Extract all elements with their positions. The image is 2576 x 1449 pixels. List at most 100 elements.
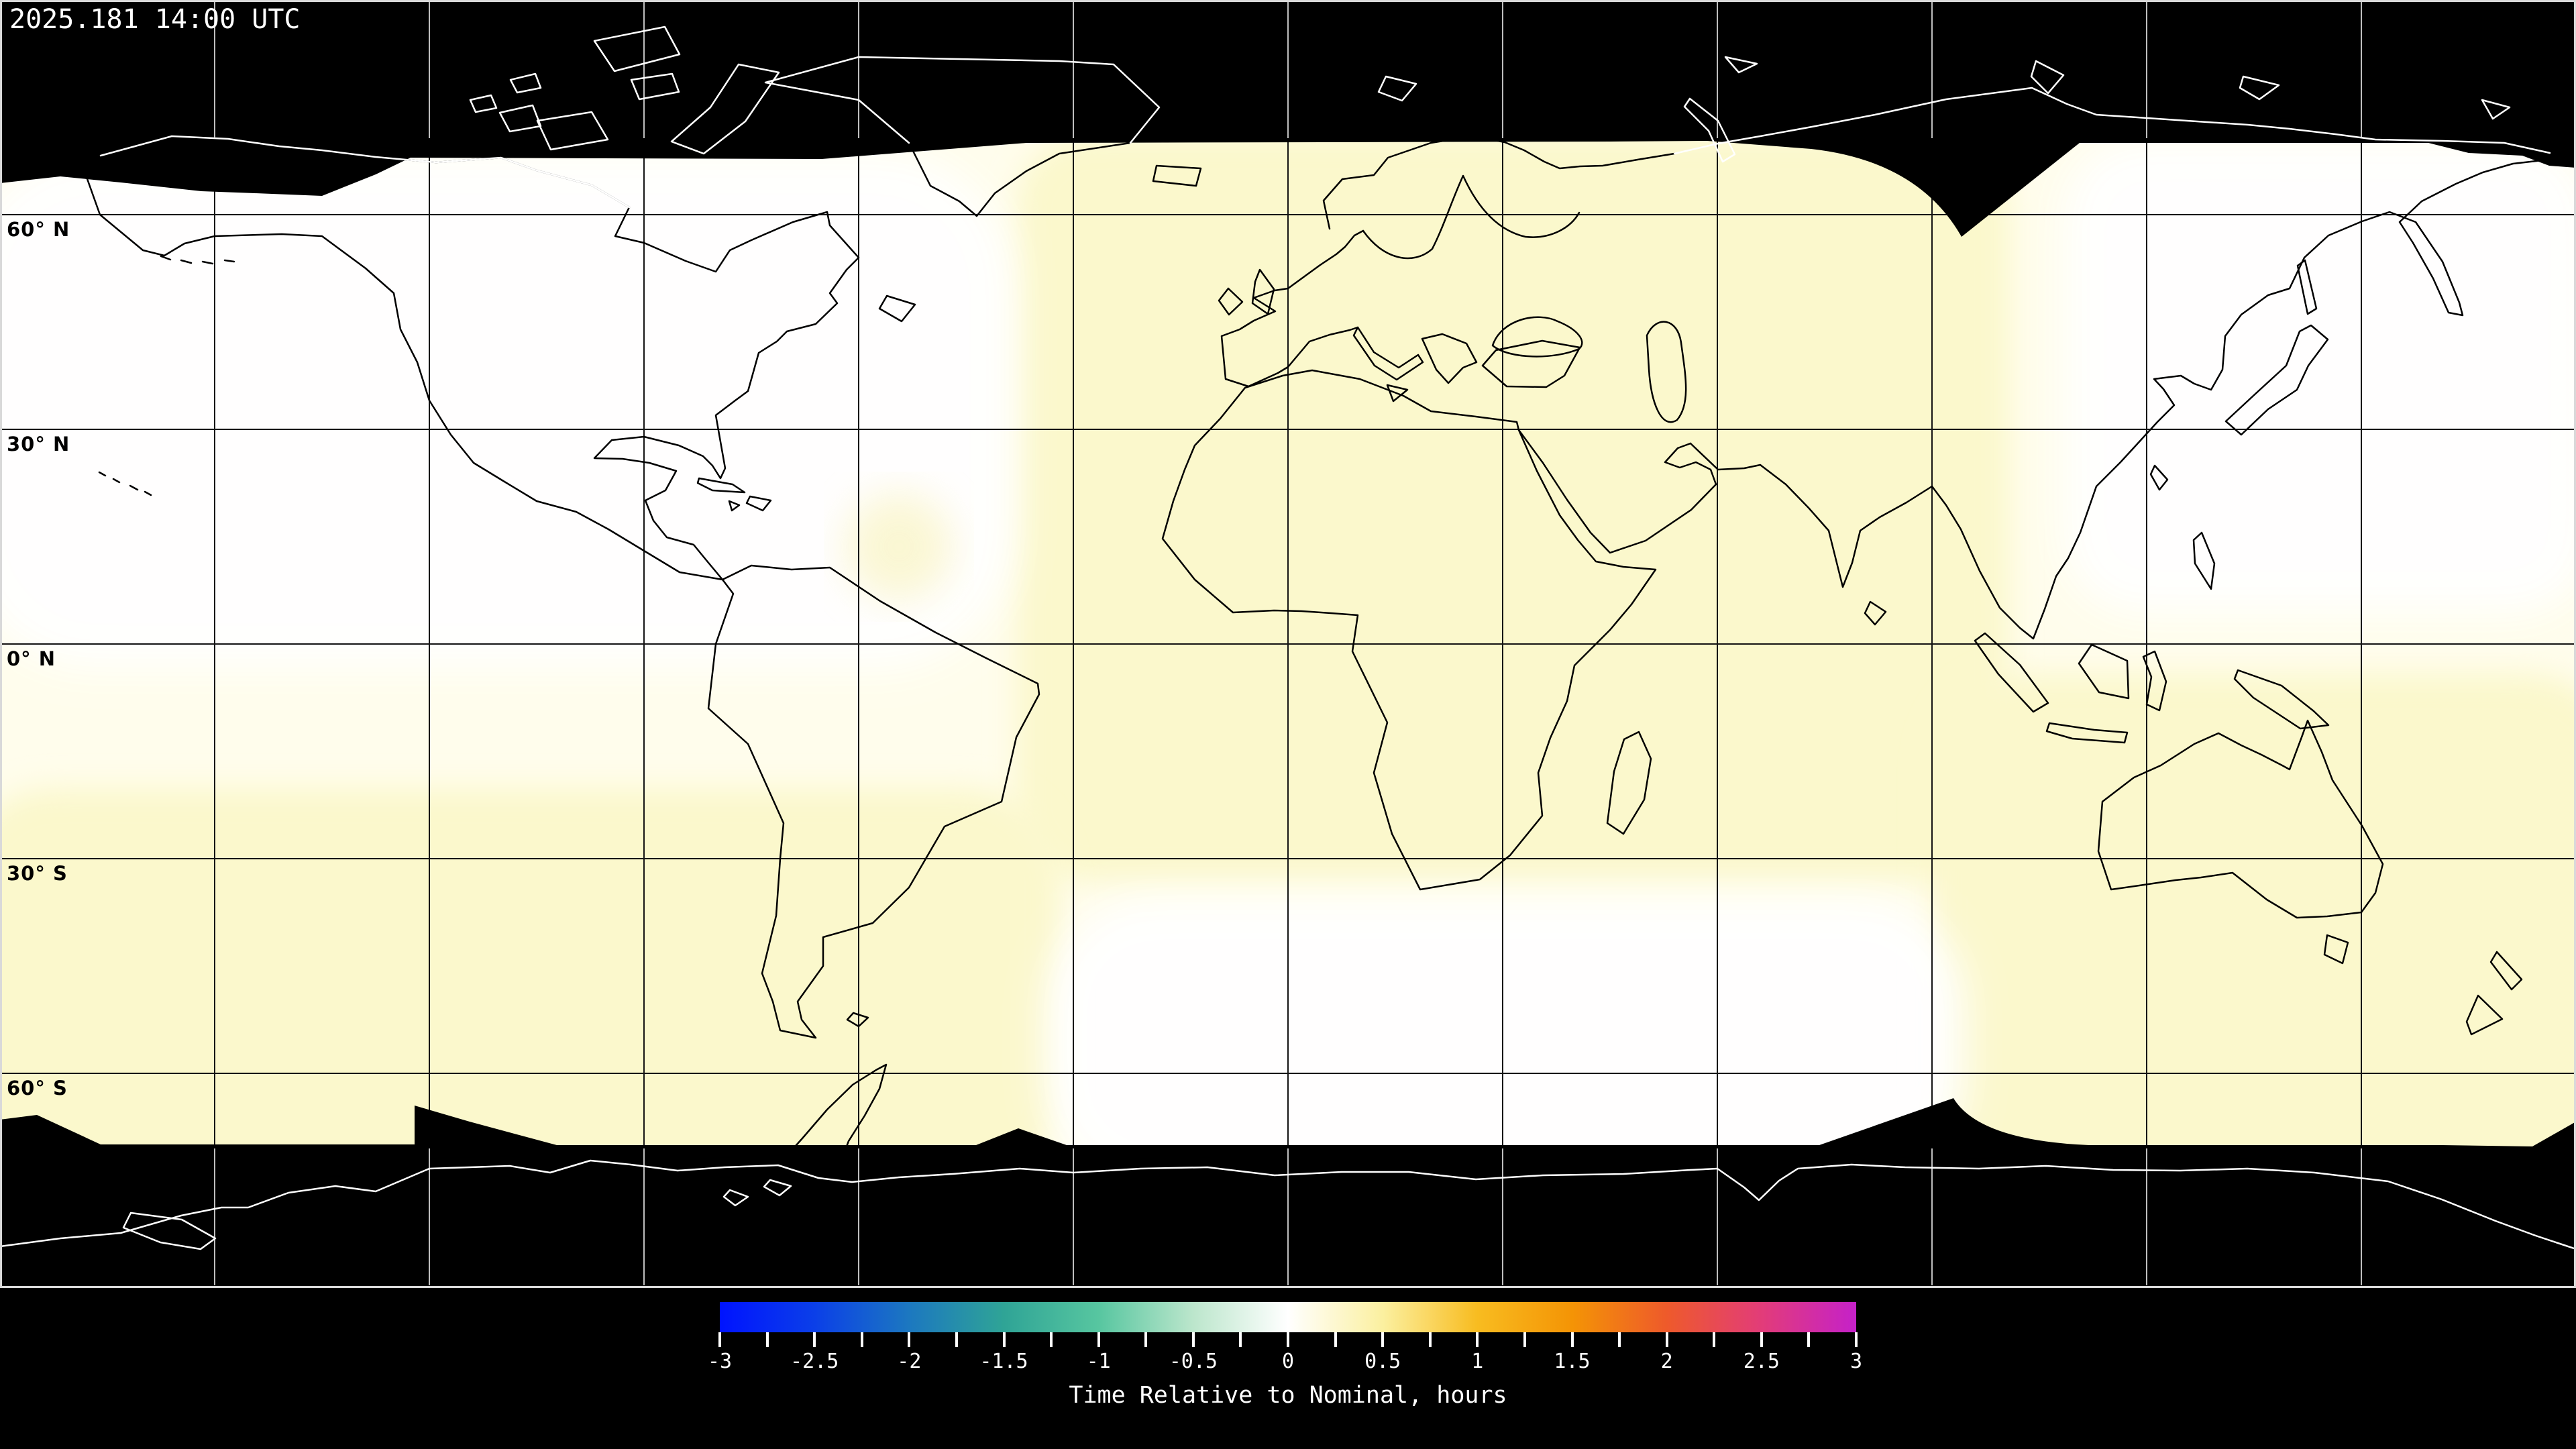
coast-siberia-arctic-shore [1673,87,2551,155]
colorbar-tick-label: -2 [897,1350,922,1373]
coast-cuba [696,477,746,494]
coast-italy [1352,326,1424,381]
colorbar-tick [1428,1332,1432,1347]
colorbar-tick [1713,1332,1716,1347]
coast-europe-atlantic [1220,229,1364,388]
colorbar-tick-label: 0.5 [1364,1350,1401,1373]
coast-devon-island [630,72,680,101]
colorbar-tick [1050,1332,1053,1347]
coast-sulawesi [2142,650,2167,712]
coast-franz-josef-land [1724,56,1758,74]
colorbar-tick-label: 1 [1471,1350,1484,1373]
coast-tasmania [2323,934,2349,965]
coast-greenland-north [764,56,1161,144]
coast-antarctic-peninsula [777,1063,888,1167]
coastlines-on-dark [0,25,2576,1250]
colorbar-tick [1665,1332,1668,1347]
coast-ireland [1218,287,1244,316]
coast-sakhalin [2296,259,2318,315]
colorbar-tick [1002,1332,1006,1347]
coast-novaya-zemlya [1683,97,1736,163]
coast-victoria-island [536,111,609,151]
coast-antarctic-islet-1 [763,1179,792,1197]
latitude-label-60n: 60° N [7,218,70,241]
coast-aleutians [160,255,235,265]
colorbar-tick [1807,1332,1811,1347]
coast-madagascar [1606,731,1652,835]
coast-sumatra [1974,632,2049,713]
coast-arctic-islet-1 [469,94,498,113]
colorbar-tick [1097,1332,1100,1347]
coast-java [2045,722,2129,744]
coast-black-sea [1491,316,1583,358]
coast-antarctica [0,1159,2576,1250]
coast-new-zealand-north [2489,951,2523,991]
colorbar-tick [1760,1332,1763,1347]
coast-philippines [2192,531,2216,590]
coast-asia-mainland [1689,154,2565,640]
colorbar-tick [1523,1332,1526,1347]
colorbar-tick-label: -0.5 [1169,1350,1218,1373]
coast-arabia [1517,429,1717,554]
coast-wrangel-island [2481,99,2511,120]
colorbar-tick [718,1332,721,1347]
latitude-label-0n: 0° N [7,647,56,670]
coast-new-siberian-islands [2239,75,2280,101]
colorbar-tick [1287,1332,1289,1347]
colorbar-tick [1334,1332,1337,1347]
coast-jamaica [728,500,741,512]
coast-falklands [846,1012,869,1028]
colorbar-tick [908,1332,911,1347]
colorbar-tick [1144,1332,1148,1347]
latitude-label-30n: 30° N [7,433,70,455]
coast-hawaii [98,471,152,496]
coast-ellesmere-island [593,25,681,72]
map-canvas [0,0,2576,1288]
colorbar-tick [1618,1332,1621,1347]
colorbar-tick [860,1332,863,1347]
colorbar-tick-label: -1 [1086,1350,1111,1373]
colorbar-tick [1239,1332,1242,1347]
colorbar-tick-label: 2.5 [1743,1350,1780,1373]
colorbar-gradient [720,1302,1856,1332]
colorbar-tick-label: 0 [1281,1350,1295,1373]
colorbar-tick [1570,1332,1574,1347]
coast-hispaniola [745,495,772,512]
colorbar-tick [1191,1332,1195,1347]
coast-new-zealand-south [2465,994,2504,1036]
graticule [0,0,2576,1288]
coast-sri-lanka [1864,600,1887,626]
coast-taiwan [2149,464,2169,491]
colorbar-tick-label: 1.5 [1554,1350,1591,1373]
coast-iceland [1152,164,1202,187]
colorbar-tick-label: -2.5 [790,1350,839,1373]
coast-borneo [2078,643,2130,700]
colorbar-tick [765,1332,769,1347]
latitude-label-30s: 30° S [7,862,68,885]
colorbar-tick [1381,1332,1385,1347]
world-map [0,0,2576,1288]
coast-severnaya-zemlya [2030,60,2065,95]
coast-arctic-islet-2 [509,72,542,94]
colorbar-tick-label: 3 [1849,1350,1863,1373]
coast-new-guinea [2233,669,2330,730]
coast-baltic [1362,174,1580,260]
latitude-label-60s: 60° S [7,1077,68,1099]
colorbar-tick [813,1332,816,1347]
coast-baffin-island [670,63,780,155]
coast-antarctic-islet-2 [722,1189,749,1207]
coast-balkans-greece [1421,333,1478,384]
coast-south-america [707,564,1040,1039]
colorbar-tick [1476,1332,1479,1347]
subsolar-glow [845,493,953,600]
coast-africa [1161,369,1657,891]
colorbar-tick-label: -3 [707,1350,733,1373]
coast-scandinavia [1322,135,1676,230]
coast-mediterranean-north [1247,326,1359,388]
coast-anatolia [1481,339,1581,388]
coast-britain [1251,268,1275,315]
graticule-on-dark [214,1,2362,1285]
coast-australia [2097,719,2384,919]
colorbar-title: Time Relative to Nominal, hours [1069,1382,1507,1409]
